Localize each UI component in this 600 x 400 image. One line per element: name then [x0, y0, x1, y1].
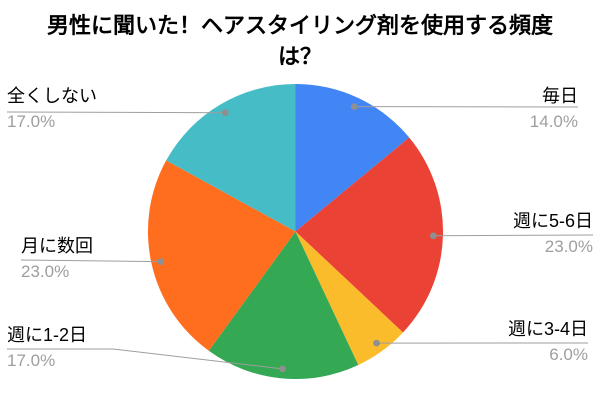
label-5-6-days-a-week: 週に5-6日 23.0% — [513, 211, 593, 257]
slice-label: 毎日 — [542, 86, 578, 106]
pie-slice-5-6-days-a-week[interactable] — [295, 137, 444, 333]
leader-dot — [430, 232, 437, 240]
slice-label: 週に3-4日 — [507, 319, 588, 339]
leader-dot — [157, 258, 165, 265]
slice-percent: 14.0% — [529, 112, 578, 131]
leader-dot — [373, 339, 380, 347]
pie-slice-few-times-a-month[interactable] — [147, 160, 296, 351]
leader-line — [433, 234, 594, 237]
slice-percent: 17.0% — [7, 351, 56, 370]
slice-label: 全くしない — [7, 86, 97, 106]
leader-line — [20, 259, 161, 263]
label-few-times-a-month: 月に数回 23.0% — [21, 236, 93, 282]
leader-dot — [279, 365, 286, 373]
pie-slice-1-2-days-a-week[interactable] — [208, 231, 359, 380]
pie-slice-3-4-days-a-week[interactable] — [295, 231, 404, 366]
chart-title: 男性に聞いた！ヘアスタイリング剤を使用する頻度は？ — [46, 13, 553, 69]
label-never: 全くしない 17.0% — [7, 86, 97, 132]
leader-line — [7, 348, 283, 370]
pie-slice-every-day[interactable] — [295, 84, 410, 232]
leader-dot — [221, 109, 229, 117]
label-every-day: 毎日 14.0% — [530, 86, 578, 132]
slice-percent: 17.0% — [7, 112, 56, 131]
slice-percent: 23.0% — [544, 237, 593, 256]
slice-label: 月に数回 — [21, 236, 93, 256]
leader-line — [6, 111, 226, 114]
slice-label: 週に5-6日 — [512, 211, 593, 231]
slice-label: 週に1-2日 — [7, 325, 88, 345]
label-1-2-days-a-week: 週に1-2日 17.0% — [7, 325, 87, 371]
label-3-4-days-a-week: 週に3-4日 6.0% — [508, 319, 588, 365]
leader-dot — [350, 103, 358, 110]
slice-percent: 23.0% — [21, 262, 70, 281]
pie-slice-never[interactable] — [166, 83, 296, 232]
slice-percent: 6.0% — [549, 345, 588, 364]
